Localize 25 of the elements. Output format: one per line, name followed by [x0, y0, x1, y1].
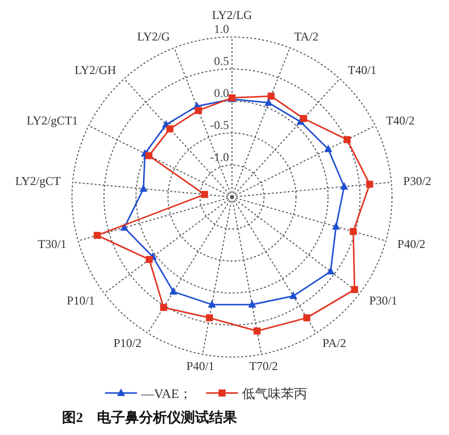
y-tick-label: 0.0: [214, 86, 229, 100]
y-tick-label: 0.5: [214, 54, 229, 68]
spoke-label: LY2/G: [137, 30, 170, 44]
spoke-label: LY2/gCT1: [26, 113, 78, 128]
spoke-label: LY2/gCT: [15, 174, 62, 188]
spoke-label: LY2/LG: [212, 8, 252, 22]
caption: 图2 电子鼻分析仪测试结果: [62, 410, 238, 426]
legend-label: —VAE；: [140, 386, 192, 401]
spoke-label: P40/1: [186, 359, 214, 374]
spoke-label: LY2/GH: [74, 62, 116, 77]
spoke-label: P10/2: [113, 336, 142, 350]
spoke-label: T70/2: [249, 359, 278, 374]
spoke-label: T30/1: [38, 237, 67, 252]
spoke-label: P30/2: [403, 174, 432, 188]
spoke-label: T40/1: [348, 62, 377, 77]
y-tick-label: -0.5: [210, 118, 229, 132]
spoke-label: PA/2: [322, 336, 346, 350]
y-tick-label: 1.0: [214, 22, 229, 36]
spoke-label: P30/1: [369, 294, 398, 308]
spoke-label: P10/1: [66, 294, 95, 308]
spoke-label: P40/2: [397, 237, 426, 252]
spoke-label: TA/2: [294, 30, 319, 44]
legend-label: 低气味苯丙: [242, 386, 308, 401]
y-tick-label: -1.0: [210, 150, 229, 164]
spoke-label: T40/2: [386, 113, 415, 128]
